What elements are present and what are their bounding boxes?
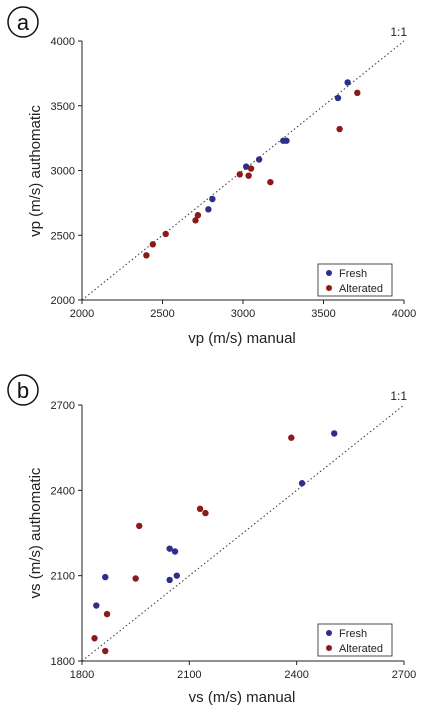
panel-a-point-altered [194, 211, 202, 219]
panel-a-point-altered [354, 89, 361, 97]
panel-b-point-fresh [166, 545, 173, 552]
panel-b-plot-area: 1800 2100 2400 2700 1800 2100 2400 2700 [51, 400, 417, 681]
panel-b-y-tick-label: 2700 [51, 400, 75, 412]
panel-a-point-fresh [283, 137, 290, 144]
panel-b-letter: b [17, 378, 29, 403]
panel-a-y-tick-label: 3500 [51, 101, 75, 113]
panel-b-point-fresh [171, 548, 179, 555]
panel-b-x-tick-label: 1800 [70, 669, 94, 681]
panel-a-y-axis-label: vp (m/s) authomatic [27, 105, 44, 237]
panel-a-legend: Fresh Alterated [317, 263, 393, 297]
panel-a-point-fresh [243, 163, 250, 170]
panel-a-x-axis-label: vp (m/s) manual [188, 330, 296, 347]
panel-b-legend-fresh-label: Fresh [339, 628, 367, 640]
panel-a-badge [7, 6, 39, 38]
panel-a-point-altered [162, 230, 169, 238]
panel-a-point-altered [149, 241, 157, 248]
panel-b: b 1:1 vs (m/s) manual vs (m/s) authomati… [7, 374, 417, 706]
panel-a-point-altered [236, 171, 243, 178]
panel-a-ref-label: 1:1 [390, 25, 407, 39]
panel-b-point-altered [102, 647, 109, 655]
panel-a-y-tick-label: 3000 [51, 166, 75, 178]
panel-b-badge [7, 374, 39, 406]
panel-a-point-altered [192, 217, 199, 224]
panel-b-ref-label: 1:1 [390, 389, 407, 403]
panel-a-legend-altered-label: Alterated [339, 283, 383, 295]
panel-a-x-tick-label: 3000 [231, 308, 255, 320]
panel-b-point-altered [91, 635, 98, 642]
panel-a-point-fresh [205, 206, 212, 213]
panel-a-point-fresh [344, 79, 351, 86]
panel-b-point-fresh [102, 573, 109, 581]
panel-b-legend-fresh-marker [326, 630, 332, 636]
panel-b-y-tick-label: 1800 [51, 656, 75, 668]
panel-a-letter: a [17, 10, 30, 35]
panel-b-point-fresh [173, 572, 181, 579]
panel-a-point-altered [336, 125, 343, 133]
panel-a-x-tick-label: 2500 [150, 308, 174, 320]
panel-a-point-altered [247, 165, 255, 172]
panel-a-plot-area: 2000 2500 3000 3500 4000 2000 2500 3000 3500 4000 [51, 36, 417, 320]
panel-b-point-altered [202, 509, 209, 517]
panel-a-x-tick-label: 3500 [311, 308, 335, 320]
panel-b-point-altered [136, 522, 143, 530]
panel-a-y-tick-label: 4000 [51, 36, 75, 48]
panel-a-point-fresh [334, 94, 342, 102]
panel-b-x-tick-label: 2100 [177, 669, 201, 681]
panel-a-legend-fresh-marker [326, 270, 332, 276]
panel-a-y-tick-label: 2500 [51, 230, 75, 242]
panel-b-point-altered [196, 505, 204, 513]
panel-a-point-altered [267, 178, 274, 186]
panel-b-y-tick-label: 2400 [51, 485, 75, 497]
panel-b-y-tick-label: 2100 [51, 571, 75, 583]
panel-a-legend-altered-marker [326, 285, 332, 291]
panel-b-point-fresh [166, 576, 173, 584]
panel-b-x-axis-label: vs (m/s) manual [189, 689, 296, 706]
panel-a-legend-fresh-label: Fresh [339, 268, 367, 280]
panel-b-legend-altered-label: Alterated [339, 643, 383, 655]
panel-b-point-altered [288, 434, 295, 441]
panel-b-legend-altered-marker [326, 645, 332, 651]
panel-b-reference-line [81, 404, 405, 662]
panel-a-reference-line [81, 40, 405, 301]
panel-b-y-axis-label: vs (m/s) authomatic [27, 467, 44, 598]
panel-b-point-fresh [93, 602, 100, 609]
panel-b-x-tick-label: 2700 [392, 669, 416, 681]
panel-a-point-fresh [255, 156, 263, 163]
panel-a-x-tick-label: 4000 [392, 308, 416, 320]
panel-a: a 1:1 vp (m/s) manual vp (m/s) authomati… [7, 6, 417, 347]
panel-a-point-fresh [209, 195, 216, 203]
panel-b-legend: Fresh Alterated [317, 623, 393, 657]
panel-b-point-altered [103, 610, 111, 618]
panel-a-point-altered [143, 252, 150, 259]
panel-a-x-tick-label: 2000 [70, 308, 94, 320]
panel-a-y-tick-label: 2000 [51, 295, 75, 307]
panel-a-point-altered [245, 172, 252, 179]
panel-b-point-fresh [331, 430, 338, 437]
panel-b-x-tick-label: 2400 [284, 669, 308, 681]
panel-b-point-fresh [298, 480, 306, 487]
panel-b-point-altered [132, 575, 139, 582]
